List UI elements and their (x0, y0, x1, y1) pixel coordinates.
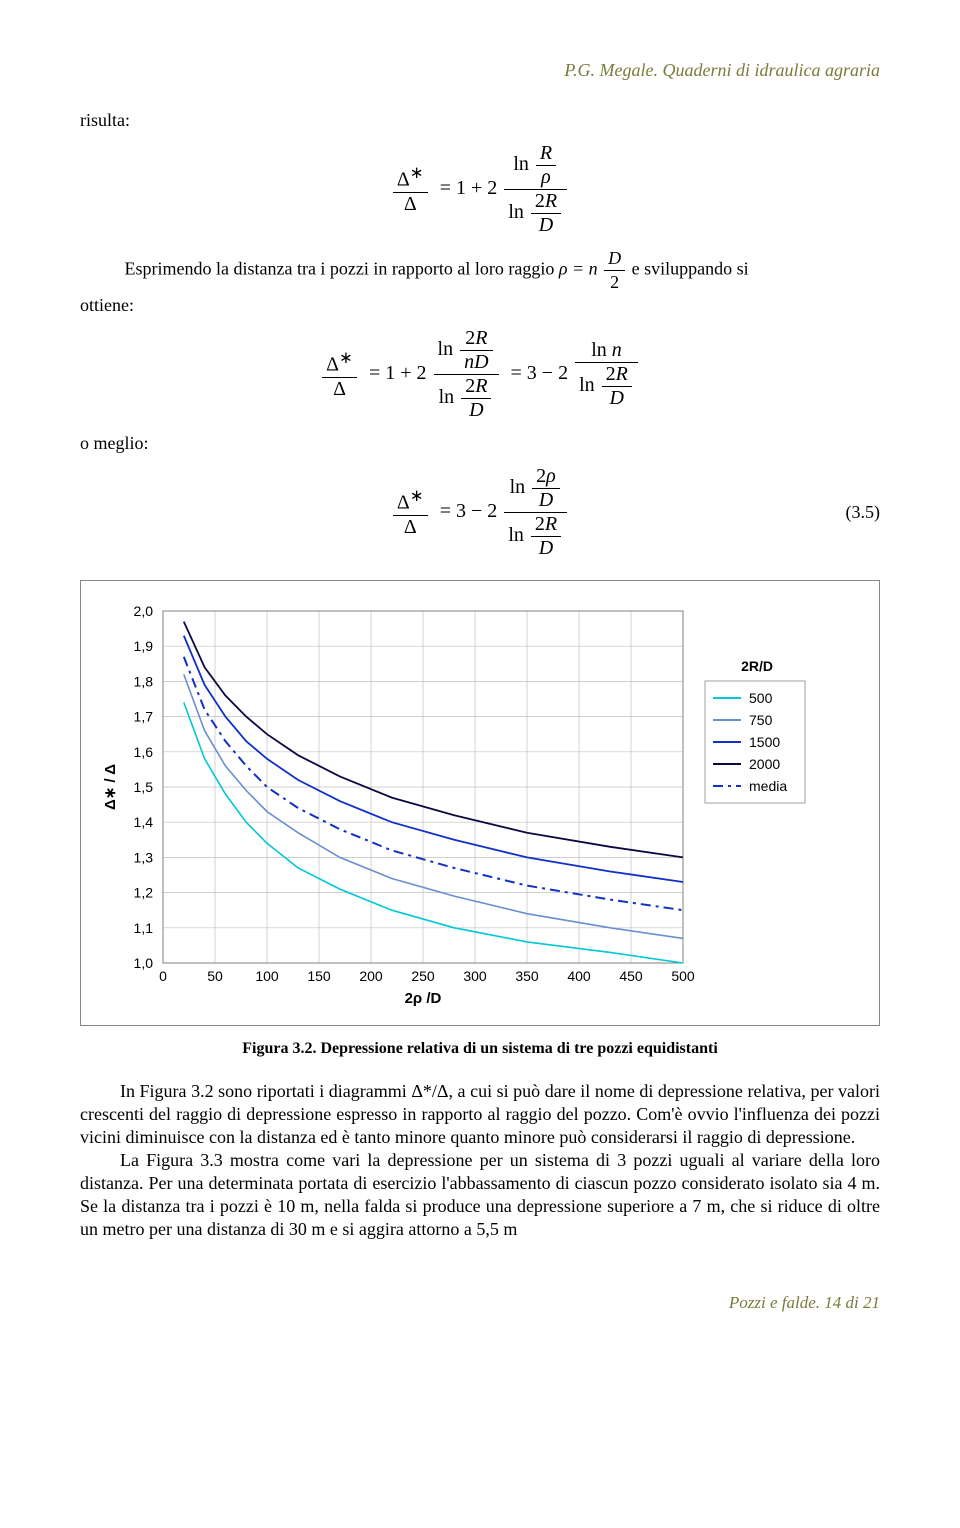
svg-text:1500: 1500 (749, 734, 780, 750)
svg-text:50: 50 (207, 968, 223, 984)
chart-svg: 0 50 100 150 200 250 300 350 400 450 500 1,0 1,1 1,2 1… (93, 593, 853, 1013)
svg-text:1,2: 1,2 (134, 885, 154, 901)
para1-text: In Figura 3.2 sono riportati i diagrammi… (80, 1081, 880, 1147)
label-risulta: risulta: (80, 109, 880, 132)
para2-text: La Figura 3.3 mostra come vari la depres… (80, 1150, 880, 1239)
svg-text:100: 100 (255, 968, 279, 984)
figure-3-2-chart: 0 50 100 150 200 250 300 350 400 450 500 1,0 1,1 1,2 1… (80, 580, 880, 1026)
figure-caption: Figura 3.2. Depressione relativa di un s… (80, 1040, 880, 1058)
svg-text:750: 750 (749, 712, 773, 728)
equation-1: Δ∗Δ = 1 + 2 ln Rρ ln 2RD (80, 142, 880, 237)
svg-text:2ρ /D: 2ρ /D (405, 990, 442, 1007)
svg-text:1,0: 1,0 (134, 955, 154, 971)
esprimendo-line: Esprimendo la distanza tra i pozzi in ra… (80, 247, 880, 294)
svg-text:2000: 2000 (749, 756, 780, 772)
equation-3: Δ∗Δ = 3 − 2 ln 2ρD ln 2RD (3.5) (80, 465, 880, 560)
svg-text:1,7: 1,7 (134, 709, 154, 725)
svg-text:150: 150 (307, 968, 331, 984)
svg-text:Δ∗ / Δ: Δ∗ / Δ (102, 764, 119, 810)
svg-text:200: 200 (359, 968, 383, 984)
label-ottiene: ottiene: (80, 294, 880, 317)
svg-text:350: 350 (515, 968, 539, 984)
svg-text:500: 500 (749, 690, 773, 706)
svg-text:300: 300 (463, 968, 487, 984)
svg-text:250: 250 (411, 968, 435, 984)
svg-text:1,6: 1,6 (134, 744, 154, 760)
svg-text:450: 450 (619, 968, 643, 984)
svg-text:1,5: 1,5 (134, 779, 154, 795)
svg-text:media: media (749, 778, 787, 794)
equation-number: (3.5) (846, 502, 881, 523)
svg-text:1,3: 1,3 (134, 850, 154, 866)
paragraph-1: In Figura 3.2 sono riportati i diagrammi… (80, 1080, 880, 1149)
svg-text:0: 0 (159, 968, 167, 984)
svg-text:1,9: 1,9 (134, 638, 154, 654)
esprimendo-b: e sviluppando si (632, 259, 749, 279)
svg-text:1,8: 1,8 (134, 674, 154, 690)
svg-text:2R/D: 2R/D (741, 658, 773, 674)
svg-text:500: 500 (671, 968, 695, 984)
paragraph-2: La Figura 3.3 mostra come vari la depres… (80, 1149, 880, 1241)
running-header: P.G. Megale. Quaderni di idraulica agrar… (80, 60, 880, 81)
svg-text:2,0: 2,0 (134, 603, 154, 619)
svg-text:1,1: 1,1 (134, 920, 154, 936)
running-footer: Pozzi e falde. 14 di 21 (80, 1293, 880, 1313)
equation-2: Δ∗Δ = 1 + 2 ln 2RnD ln 2RD = 3 − 2 ln n … (80, 327, 880, 422)
svg-text:400: 400 (567, 968, 591, 984)
esprimendo-a: Esprimendo la distanza tra i pozzi in ra… (125, 259, 559, 279)
label-omeglio: o meglio: (80, 432, 880, 455)
svg-text:1,4: 1,4 (134, 814, 154, 830)
